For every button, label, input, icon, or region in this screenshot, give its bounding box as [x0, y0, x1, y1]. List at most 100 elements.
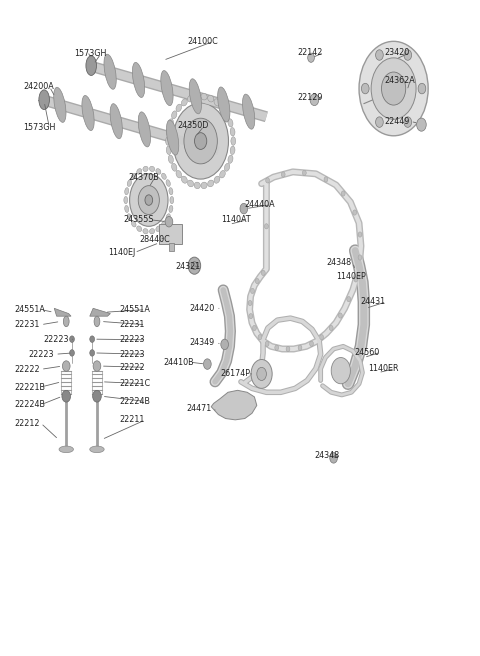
Ellipse shape	[224, 163, 230, 171]
Circle shape	[324, 176, 328, 182]
Text: 24321: 24321	[175, 262, 201, 272]
Circle shape	[261, 270, 265, 276]
Ellipse shape	[137, 169, 142, 174]
Circle shape	[221, 339, 228, 350]
Circle shape	[204, 359, 211, 369]
Circle shape	[93, 361, 101, 371]
Ellipse shape	[189, 79, 202, 114]
Ellipse shape	[132, 221, 136, 227]
Circle shape	[358, 232, 362, 237]
Ellipse shape	[188, 180, 193, 187]
Text: 22211: 22211	[119, 415, 144, 424]
Ellipse shape	[176, 104, 181, 112]
Ellipse shape	[127, 180, 132, 186]
Text: 22223: 22223	[29, 350, 54, 359]
Ellipse shape	[39, 90, 49, 110]
Circle shape	[173, 103, 228, 179]
Text: 22224B: 22224B	[119, 397, 150, 406]
Ellipse shape	[220, 171, 225, 178]
Circle shape	[375, 50, 383, 60]
Circle shape	[240, 203, 248, 214]
Circle shape	[375, 117, 383, 127]
Circle shape	[70, 350, 74, 356]
Ellipse shape	[166, 127, 171, 136]
Circle shape	[192, 262, 197, 270]
Ellipse shape	[220, 104, 225, 112]
Circle shape	[404, 117, 412, 127]
Circle shape	[418, 83, 426, 94]
Circle shape	[257, 367, 266, 380]
Ellipse shape	[104, 54, 116, 89]
Text: 22224B: 22224B	[14, 400, 46, 409]
Ellipse shape	[228, 119, 233, 127]
Polygon shape	[54, 308, 71, 316]
Ellipse shape	[149, 228, 155, 234]
Ellipse shape	[171, 111, 177, 119]
Text: 24471: 24471	[186, 403, 212, 413]
Circle shape	[358, 255, 362, 260]
Ellipse shape	[194, 182, 200, 189]
Ellipse shape	[217, 87, 230, 122]
Text: 24560: 24560	[354, 348, 380, 357]
Circle shape	[255, 278, 259, 284]
Ellipse shape	[166, 214, 170, 220]
Circle shape	[382, 72, 406, 105]
Ellipse shape	[125, 188, 129, 195]
Ellipse shape	[127, 214, 132, 220]
Ellipse shape	[230, 127, 235, 136]
Text: 22221B: 22221B	[14, 382, 46, 392]
Text: 1140EP: 1140EP	[336, 272, 366, 281]
Ellipse shape	[143, 228, 148, 234]
Ellipse shape	[124, 197, 128, 203]
Text: 22142: 22142	[298, 48, 323, 57]
Circle shape	[249, 314, 252, 319]
Ellipse shape	[166, 136, 170, 145]
Ellipse shape	[171, 163, 177, 171]
Ellipse shape	[195, 128, 207, 163]
Circle shape	[308, 53, 314, 62]
Circle shape	[320, 335, 324, 340]
Text: 1573GH: 1573GH	[23, 123, 55, 133]
Text: 22212: 22212	[14, 419, 40, 428]
Ellipse shape	[181, 176, 187, 183]
Text: 22223: 22223	[43, 335, 69, 344]
Ellipse shape	[188, 95, 193, 102]
Ellipse shape	[125, 205, 129, 213]
Bar	[169, 243, 174, 251]
Text: 24440A: 24440A	[245, 200, 276, 209]
Ellipse shape	[54, 87, 66, 123]
Circle shape	[371, 58, 416, 119]
Text: 28440C: 28440C	[139, 235, 170, 244]
Ellipse shape	[201, 93, 207, 100]
Circle shape	[258, 335, 262, 340]
Circle shape	[184, 118, 217, 164]
Ellipse shape	[224, 111, 230, 119]
Ellipse shape	[161, 71, 173, 106]
Text: 24100C: 24100C	[187, 37, 218, 46]
Circle shape	[188, 257, 201, 274]
Text: 1140ER: 1140ER	[369, 364, 399, 373]
Ellipse shape	[214, 99, 220, 106]
Ellipse shape	[208, 180, 214, 187]
Ellipse shape	[166, 180, 170, 186]
Ellipse shape	[169, 205, 173, 213]
Text: 1140EJ: 1140EJ	[108, 248, 135, 257]
Ellipse shape	[162, 173, 166, 179]
Ellipse shape	[168, 119, 173, 127]
Circle shape	[251, 359, 272, 388]
Ellipse shape	[137, 226, 142, 232]
Text: 24349: 24349	[190, 338, 215, 347]
Ellipse shape	[194, 93, 200, 100]
Ellipse shape	[63, 316, 69, 327]
Text: 22223: 22223	[119, 335, 144, 344]
Circle shape	[138, 186, 159, 215]
Circle shape	[145, 195, 153, 205]
Ellipse shape	[86, 56, 96, 75]
Circle shape	[266, 178, 270, 183]
Text: 22223: 22223	[119, 350, 144, 359]
Circle shape	[70, 336, 74, 342]
Circle shape	[347, 297, 350, 302]
Ellipse shape	[162, 221, 166, 227]
Circle shape	[251, 288, 254, 294]
Ellipse shape	[132, 62, 144, 98]
